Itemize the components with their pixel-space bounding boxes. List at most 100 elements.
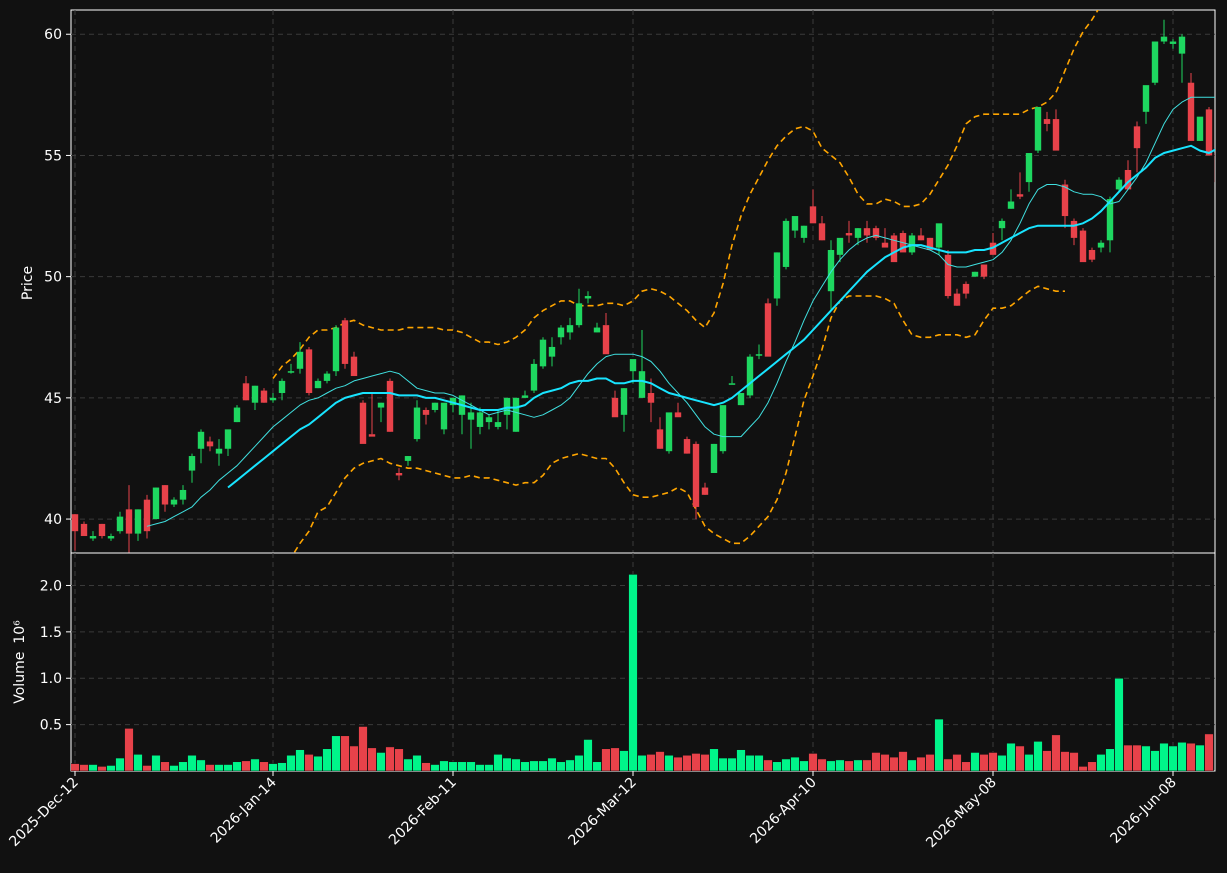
bollinger-bands [272,10,1099,553]
volume-bar [925,754,935,771]
volume-bar [1069,752,1079,771]
candle-down [656,429,664,449]
volume-bar [313,755,323,771]
volume-bar [970,752,980,771]
candle-down [71,514,79,532]
volume-bar [727,757,737,771]
candle-up [323,373,331,381]
candle-down [260,390,268,403]
moving-average-slow [227,144,1215,489]
volume-bar [1060,751,1070,771]
candle-up [170,499,178,505]
candle-up [503,397,511,415]
volume-bar [889,756,899,771]
volume-bar [934,718,944,771]
volume-bar [808,753,818,771]
candle-down [359,402,367,444]
candle-up [665,412,673,452]
volume-bar [646,754,656,771]
candle-down [125,509,133,534]
volume-bar [403,758,413,771]
candle-down [368,434,376,437]
candle-down [863,228,871,236]
price-tick-label: 55 [44,148,62,164]
candle-down [206,441,214,447]
volume-bar [493,754,503,771]
candle-down [953,293,961,306]
candle-up [467,412,475,420]
candle-up [908,235,916,253]
volume-bar [196,759,206,771]
volume-bar [1078,766,1088,771]
volume-bar [1195,744,1205,771]
volume-bar [718,757,728,771]
candle-down [683,439,691,454]
candle-up [737,393,745,406]
candle-up [566,325,574,333]
candle-up [485,417,493,423]
candle-up [620,388,628,415]
candle-up [215,448,223,454]
volume-bar [1168,745,1178,771]
candle-down [161,485,169,505]
volume-bar [898,751,908,771]
candle-up [584,296,592,299]
price-panel-frame [70,9,1216,554]
volume-bar [673,756,683,771]
volume-bar [574,754,584,771]
volume-bar [250,758,260,771]
volume-bar [1114,677,1124,771]
candle-up [1115,179,1123,190]
candle-up [224,429,232,449]
volume-bar [664,754,674,771]
volume-bar [628,574,638,771]
volume-bar [943,758,953,771]
volume-bar [367,747,377,771]
candle-up [449,397,457,406]
volume-bar [844,760,854,771]
candle-up [521,395,529,398]
candle-up [116,516,124,532]
volume-bar [1051,734,1061,771]
candle-up [269,397,277,401]
candle-up [1034,106,1042,151]
candle-up [512,397,520,432]
volume-bar [1132,744,1142,771]
candle-up [827,249,835,292]
volume-bar [79,764,89,771]
price-gridlines [71,10,1215,553]
volume-bar [1042,750,1052,771]
volume-bar [529,760,539,771]
candle-down [143,499,151,532]
volume-bar [799,760,809,771]
volume-bar [979,754,989,771]
volume-bar [511,758,521,771]
candle-down [1088,249,1096,260]
volume-bar [178,761,188,771]
volume-bar [295,749,305,771]
volume-bar [205,764,215,771]
volume-bar [691,753,701,771]
candle-up [935,223,943,248]
candle-down [944,254,952,297]
volume-bar [952,754,962,771]
candle-down [962,283,970,294]
volume-bar [277,762,287,771]
volume-y-ticks: 0.5 1.0 1.5 2.0 [40,578,71,734]
candle-down [1016,194,1024,197]
candle-up [134,509,142,534]
volume-bar [286,754,296,771]
volume-bar [151,754,161,771]
candle-up [1160,36,1168,42]
volume-bar [754,754,764,771]
volume-bar [349,745,359,771]
candle-up [1025,153,1033,183]
candle-down [1187,82,1195,141]
volume-bar [421,762,431,771]
volume-bar [241,760,251,771]
volume-bar [385,746,395,771]
volume-bar [466,761,476,771]
volume-bar [1105,748,1115,771]
volume-bar [538,760,548,771]
candle-up [251,385,259,403]
